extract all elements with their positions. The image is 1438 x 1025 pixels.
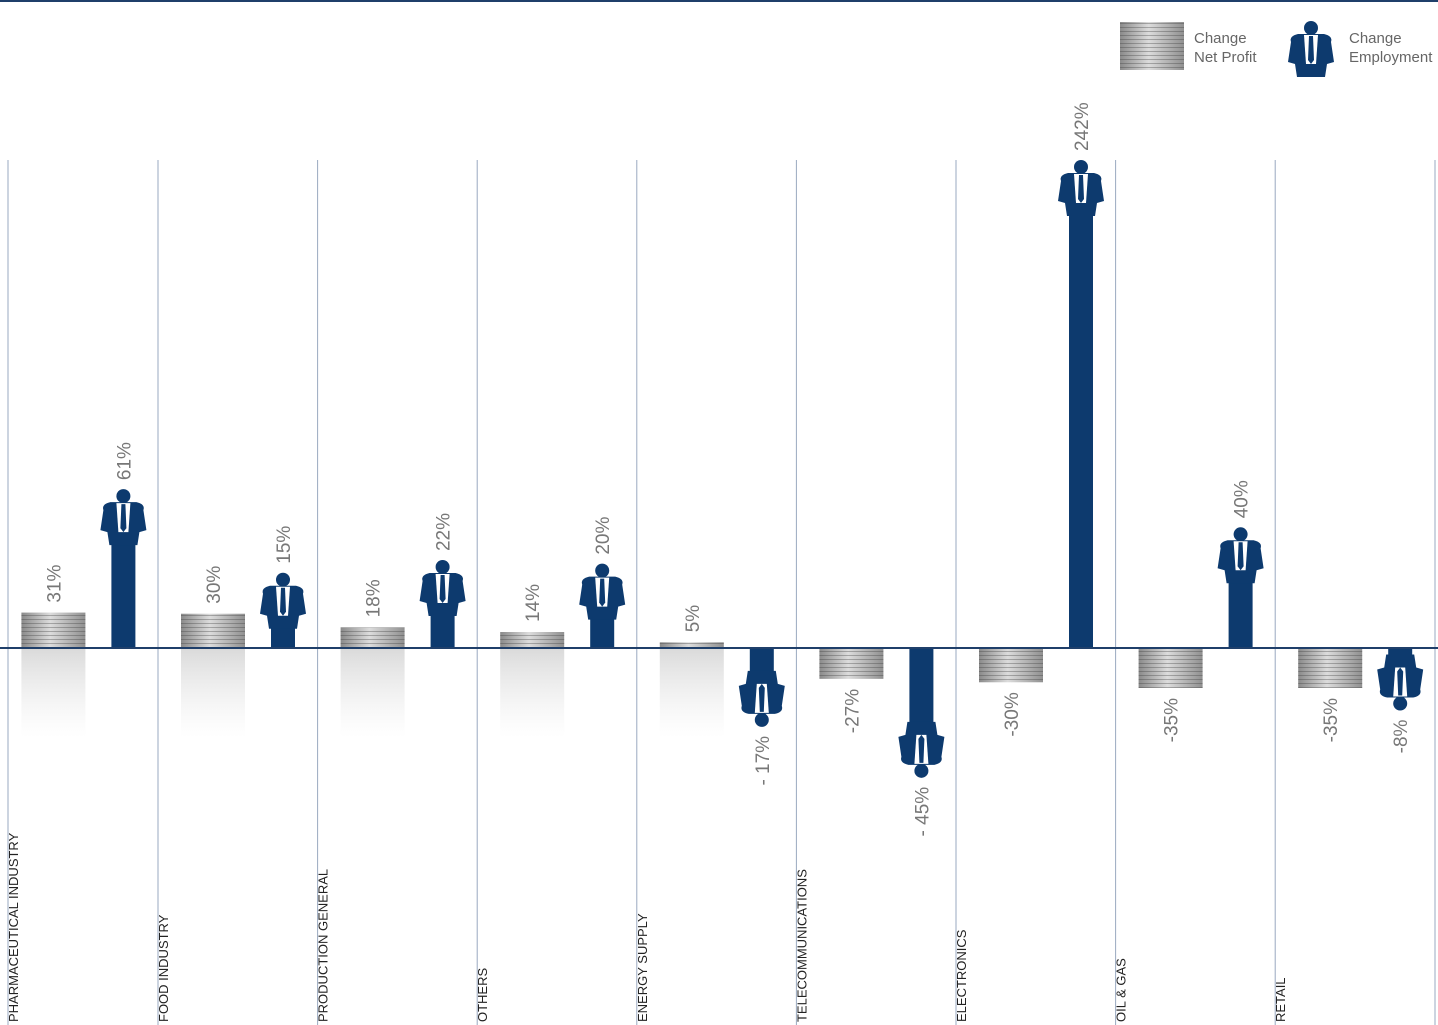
person-tie: [1078, 175, 1084, 203]
coin-texture: [500, 632, 565, 648]
value-label: 61%: [114, 442, 135, 480]
person-head: [1074, 160, 1088, 174]
coin-texture: [21, 612, 86, 648]
value-label: 30%: [204, 566, 225, 604]
category-label: RETAIL: [1273, 977, 1288, 1022]
coin-texture: [819, 648, 884, 679]
value-label: 242%: [1072, 102, 1093, 151]
value-label: 31%: [44, 564, 65, 602]
person-head: [754, 712, 769, 727]
coin-reflection: [181, 648, 245, 738]
coin-texture: [181, 613, 245, 648]
person-icon: [1377, 654, 1424, 711]
legend-label: Change Net Profit: [1194, 30, 1257, 66]
category-label: ELECTRONICS: [954, 929, 969, 1022]
person-tie: [1397, 667, 1404, 696]
bar: [1228, 575, 1253, 648]
value-label: - 45%: [912, 787, 933, 837]
bar: [909, 648, 934, 730]
category-label: FOOD INDUSTRY: [156, 914, 171, 1022]
person-icon: [100, 489, 147, 546]
person-icon: [898, 721, 945, 778]
person-head: [116, 489, 131, 504]
person-icon: [260, 572, 306, 629]
category-label: TELECOMMUNICATIONS: [794, 869, 809, 1022]
person-tie: [120, 504, 127, 533]
coin-texture: [979, 648, 1043, 683]
category-label: PRODUCTION GENERAL: [316, 869, 331, 1022]
coin-texture: [659, 642, 724, 648]
category-label: PHARMACEUTICAL INDUSTRY: [6, 832, 21, 1022]
person-tie: [758, 683, 765, 712]
person-head: [914, 763, 929, 778]
coin-texture: [1298, 648, 1363, 688]
person-icon: [579, 563, 626, 620]
person-head: [276, 572, 290, 587]
value-label: -27%: [842, 689, 863, 733]
value-label: -35%: [1321, 698, 1342, 742]
person-tie: [918, 734, 925, 763]
coin-texture: [1138, 648, 1203, 688]
category-label: ENERGY SUPPLY: [635, 913, 650, 1022]
value-label: 20%: [593, 517, 614, 555]
coin-reflection: [659, 648, 724, 738]
value-label: 14%: [523, 584, 544, 622]
category-label: OTHERS: [475, 968, 490, 1023]
value-label: 15%: [274, 526, 295, 564]
person-icon: [1058, 160, 1104, 216]
person-icon: [419, 560, 466, 616]
bar: [1069, 208, 1093, 648]
person-head: [1304, 21, 1318, 35]
person-head: [1393, 696, 1408, 711]
value-label: 40%: [1232, 480, 1253, 518]
value-label: -35%: [1162, 698, 1183, 742]
value-label: - 17%: [753, 736, 774, 786]
value-label: 5%: [683, 605, 704, 633]
person-head: [1233, 527, 1248, 542]
legend-coin-texture: [1120, 22, 1184, 70]
value-label: 18%: [364, 579, 385, 617]
legend-label: Change Employment: [1349, 30, 1433, 66]
person-tie: [599, 578, 606, 607]
bar: [111, 537, 136, 648]
person-tie: [1308, 36, 1314, 64]
coin-reflection: [21, 648, 86, 738]
person-icon: [1217, 527, 1264, 584]
coin-reflection: [340, 648, 405, 738]
person-head: [595, 563, 610, 578]
person-tie: [439, 575, 446, 603]
value-label: -8%: [1391, 719, 1412, 753]
person-tie: [280, 587, 286, 616]
coin-reflection: [500, 648, 565, 738]
person-icon: [738, 670, 785, 727]
coin-texture: [340, 627, 405, 648]
value-label: 22%: [434, 513, 455, 551]
person-tie: [1237, 542, 1244, 571]
legend-person-icon: [1288, 21, 1334, 77]
person-head: [435, 560, 450, 574]
value-label: -30%: [1002, 692, 1023, 736]
category-label: OIL & GAS: [1114, 958, 1129, 1022]
